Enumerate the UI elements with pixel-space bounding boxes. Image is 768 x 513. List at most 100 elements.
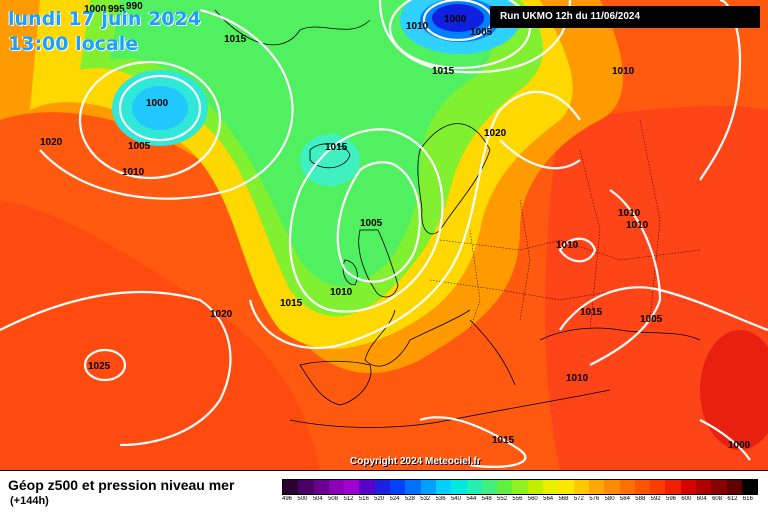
low-north-core <box>432 4 484 32</box>
legend-panel: Géop z500 et pression niveau mer (+144h)… <box>0 470 768 513</box>
isobar-1020-baltic <box>499 139 581 170</box>
isobar-label: 1000 <box>84 4 107 15</box>
legend-label: 508 <box>328 496 339 502</box>
copyright-notice: Copyright 2024 Meteociel.fr <box>350 456 481 467</box>
isobar-1015-south <box>419 416 527 468</box>
legend-label: 536 <box>435 496 446 502</box>
legend-label: 520 <box>374 496 385 502</box>
coast-ireland <box>342 259 358 286</box>
isobar-1015-band <box>248 90 581 350</box>
legend-swatch <box>665 480 681 494</box>
isobar-label: 1010 <box>612 66 635 77</box>
legend-label: 580 <box>604 496 615 502</box>
legend-label: 576 <box>589 496 600 502</box>
isobar-label: 1015 <box>432 66 455 77</box>
isobar-label: 1005 <box>470 27 493 38</box>
field-zone-lime <box>110 0 494 287</box>
legend-swatch <box>604 480 620 494</box>
isobar-1020-west <box>0 290 232 447</box>
legend-label: 512 <box>343 496 354 502</box>
color-scale <box>282 479 758 495</box>
legend-swatch <box>741 480 758 494</box>
legend-label: 592 <box>650 496 661 502</box>
legend-label: 608 <box>712 496 723 502</box>
coast-north-africa <box>289 389 611 428</box>
isobar-label: 1010 <box>406 21 429 32</box>
legend-swatch <box>512 480 528 494</box>
isobar-label: 1010 <box>566 373 589 384</box>
isobar-label: 1015 <box>224 34 247 45</box>
legend-swatch <box>527 480 544 494</box>
legend-label: 516 <box>358 496 369 502</box>
isobar-label: 990 <box>126 1 143 12</box>
legend-swatch <box>435 480 452 494</box>
isobar-label: 1010 <box>626 220 649 231</box>
isobar-1010-east <box>558 237 597 263</box>
forecast-local-time: 13:00 locale <box>8 33 139 55</box>
color-scale-labels: 496 500 504 508 512 516 520 524 528 532 536 540 544 5… <box>282 496 758 502</box>
legend-swatch <box>543 480 559 494</box>
isobar-label: 1015 <box>580 307 603 318</box>
legend-label: 524 <box>389 496 400 502</box>
coastlines <box>214 9 701 428</box>
legend-label: 528 <box>404 496 415 502</box>
run-info-label: Run UKMO 12h du 11/06/2024 <box>490 6 760 28</box>
coast-black-sea <box>539 327 701 341</box>
isobar-label: 1020 <box>210 309 233 320</box>
legend-swatch <box>650 480 666 494</box>
legend-label: 612 <box>727 496 738 502</box>
isobar-label: 1015 <box>492 435 515 446</box>
isobar-atlantic-inner <box>118 74 202 142</box>
border-6 <box>639 119 661 321</box>
legend-swatch <box>359 480 375 494</box>
weather-map: 1000 995 990 1015 1010 1000 1005 1015 10… <box>0 0 768 470</box>
isobar-norway-mid <box>288 128 444 313</box>
coast-italy <box>469 319 516 386</box>
isobar-1010-far-east <box>589 189 662 366</box>
isobar-north-outer <box>378 0 572 74</box>
legend-swatch <box>481 480 498 494</box>
isobar-label: 1000 <box>444 14 467 25</box>
isobar-label: 1015 <box>325 142 348 153</box>
legend-swatch <box>283 480 299 494</box>
lead-time-label: (+144h) <box>10 495 49 507</box>
low-atlantic-core <box>132 86 188 130</box>
legend-label: 532 <box>420 496 431 502</box>
border-4 <box>519 199 531 321</box>
legend-label: 540 <box>450 496 461 502</box>
legend-swatch <box>558 480 574 494</box>
legend-swatch <box>726 480 742 494</box>
legend-label: 596 <box>665 496 676 502</box>
isobar-atlantic-outer <box>39 8 294 200</box>
legend-label: 500 <box>297 496 308 502</box>
coast-scandinavia <box>417 123 491 235</box>
legend-swatch <box>680 480 697 494</box>
isobar-north-mid <box>388 0 532 70</box>
legend-label: 584 <box>619 496 630 502</box>
isobar-label: 1005 <box>640 314 663 325</box>
legend-label: 604 <box>696 496 707 502</box>
legend-swatch <box>497 480 513 494</box>
legend-swatch <box>298 480 314 494</box>
legend-swatch <box>344 480 360 494</box>
isobar-1000-southeast <box>699 419 751 461</box>
isobar-label: 1000 <box>728 440 751 451</box>
isobar-label: 1005 <box>128 141 151 152</box>
legend-label: 504 <box>312 496 323 502</box>
legend-label: 588 <box>635 496 646 502</box>
isobar-atlantic-mid <box>78 60 222 180</box>
isobar-label: 1010 <box>556 240 579 251</box>
isobar-label: 1000 <box>146 98 169 109</box>
legend-label: 544 <box>466 496 477 502</box>
isobar-label: 1015 <box>280 298 303 309</box>
legend-label: 572 <box>573 496 584 502</box>
isobar-norway-inner <box>336 161 421 283</box>
isobar-1025 <box>83 348 127 382</box>
isobar-label: 1010 <box>618 208 641 219</box>
parameter-title: Géop z500 et pression niveau mer <box>8 477 235 493</box>
isobar-label: 1020 <box>484 128 507 139</box>
isobar-label: 1005 <box>360 218 383 229</box>
legend-label: 560 <box>527 496 538 502</box>
borders <box>429 119 701 331</box>
coast-iberia <box>299 360 372 406</box>
